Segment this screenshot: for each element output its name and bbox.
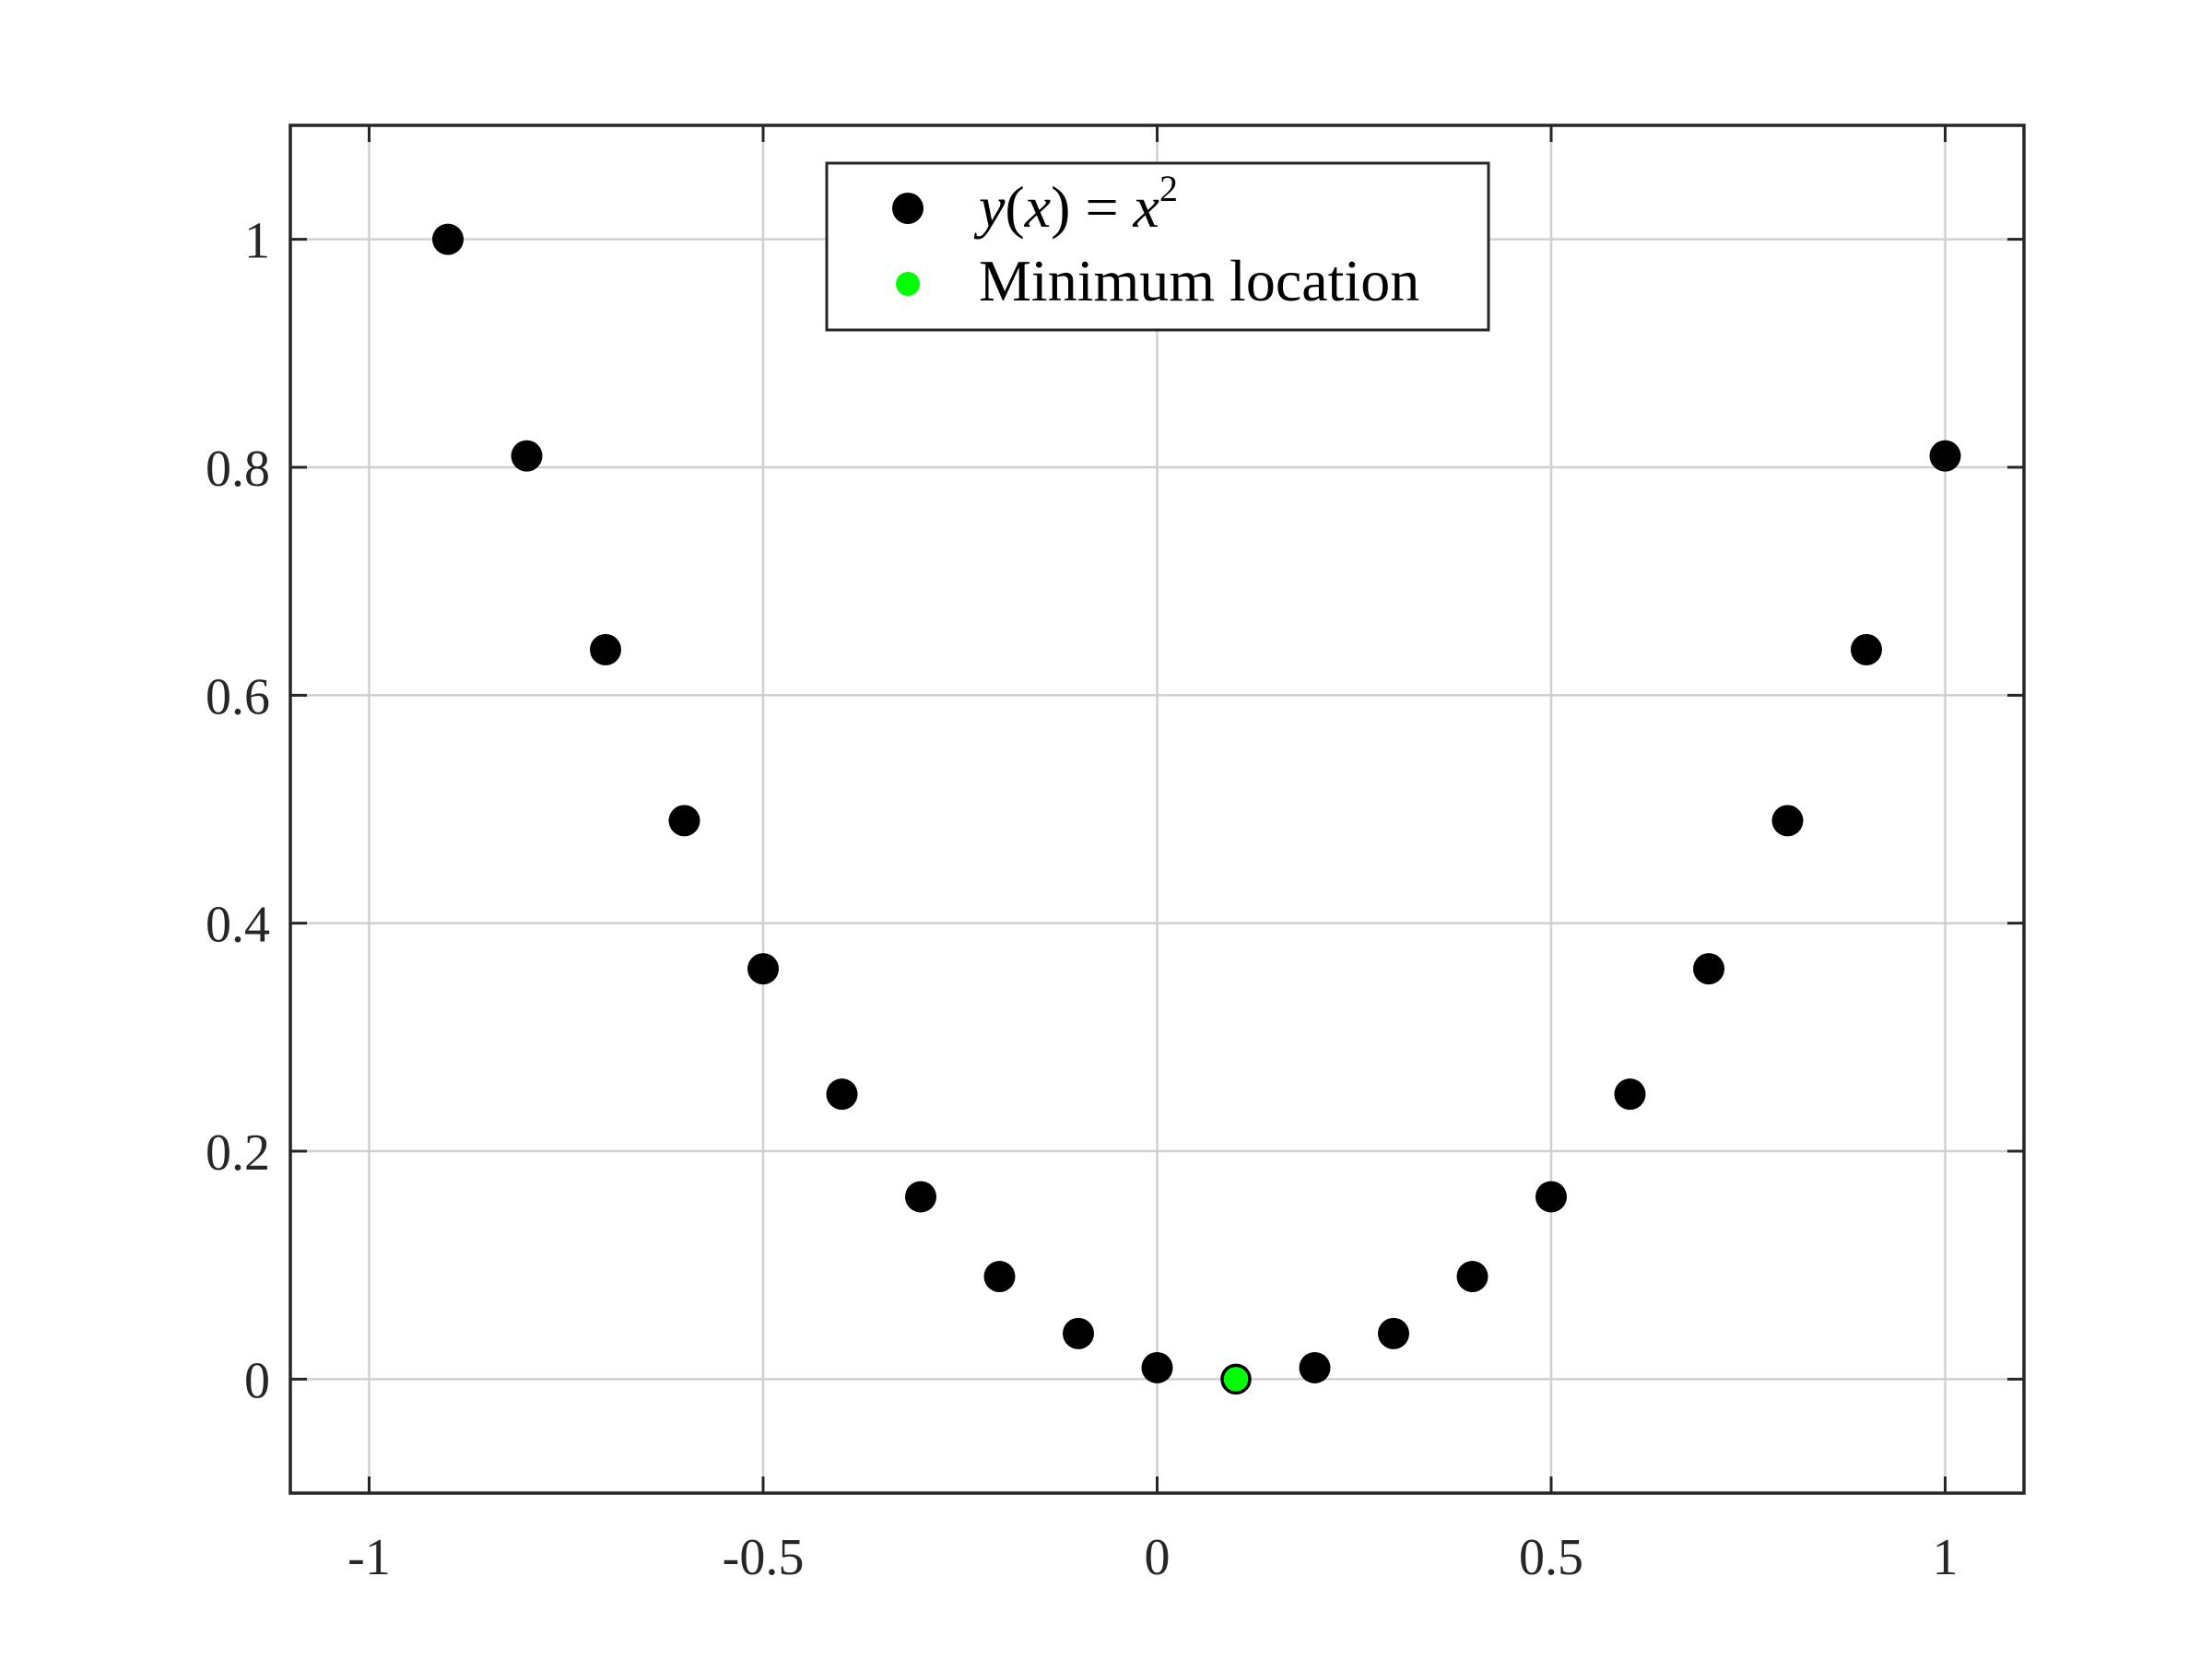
data-point-parabola bbox=[1063, 1317, 1094, 1349]
data-points bbox=[432, 223, 1961, 1395]
legend-label-minimum: Minimum location bbox=[979, 248, 1419, 313]
axis-ticks bbox=[290, 125, 2024, 1493]
legend-y: y bbox=[973, 174, 1006, 240]
data-point-parabola bbox=[1299, 1351, 1331, 1383]
legend-equals: = bbox=[1070, 174, 1133, 240]
y-tick-label: 1 bbox=[244, 213, 270, 270]
y-tick-label: 0.2 bbox=[206, 1124, 270, 1182]
legend-x: x bbox=[1024, 174, 1051, 240]
data-point-parabola bbox=[747, 953, 779, 985]
legend: y(x) = x2 Minimum location bbox=[825, 161, 1490, 332]
y-tick-label: 0.6 bbox=[206, 668, 270, 725]
data-point-parabola bbox=[1456, 1261, 1488, 1293]
x-tick-labels: -1 -0.5 0 0.5 1 bbox=[347, 1529, 1958, 1586]
data-point-parabola bbox=[668, 805, 700, 837]
legend-label-parabola: y(x) = x2 bbox=[973, 168, 1178, 240]
x-tick-label: 0 bbox=[1145, 1529, 1171, 1586]
data-point-minimum bbox=[1220, 1363, 1252, 1395]
data-point-parabola bbox=[1378, 1317, 1409, 1349]
y-tick-labels: 0 0.2 0.4 0.6 0.8 1 bbox=[206, 213, 270, 1410]
data-point-parabola bbox=[983, 1261, 1016, 1293]
x-tick-label: 1 bbox=[1933, 1529, 1959, 1586]
legend-marker-minimum bbox=[896, 272, 920, 296]
x-tick-label: -1 bbox=[347, 1529, 391, 1586]
legend-exponent: 2 bbox=[1159, 168, 1178, 209]
plot-frame bbox=[288, 124, 2026, 1495]
data-point-parabola bbox=[1693, 953, 1724, 985]
y-tick-label: 0 bbox=[244, 1352, 270, 1409]
legend-box bbox=[825, 161, 1490, 332]
legend-open-paren: ( bbox=[1005, 174, 1024, 240]
x-tick-label: -0.5 bbox=[723, 1529, 805, 1586]
legend-marker-parabola bbox=[892, 193, 924, 224]
y-tick-label: 0.4 bbox=[206, 897, 270, 954]
data-point-parabola bbox=[1614, 1078, 1646, 1111]
data-point-parabola bbox=[432, 223, 464, 255]
legend-base: x bbox=[1133, 174, 1159, 240]
data-point-parabola bbox=[1851, 633, 1882, 665]
data-point-parabola bbox=[1141, 1351, 1173, 1383]
x-tick-label: 0.5 bbox=[1519, 1529, 1583, 1586]
data-point-parabola bbox=[826, 1078, 858, 1111]
data-point-parabola bbox=[511, 440, 543, 472]
y-tick-label: 0.8 bbox=[206, 441, 270, 498]
legend-close-paren: ) bbox=[1051, 174, 1070, 240]
data-point-parabola bbox=[1535, 1181, 1567, 1213]
data-point-parabola bbox=[1929, 440, 1961, 472]
data-point-parabola bbox=[1771, 805, 1804, 837]
data-point-parabola bbox=[590, 633, 621, 665]
data-point-parabola bbox=[905, 1181, 936, 1213]
